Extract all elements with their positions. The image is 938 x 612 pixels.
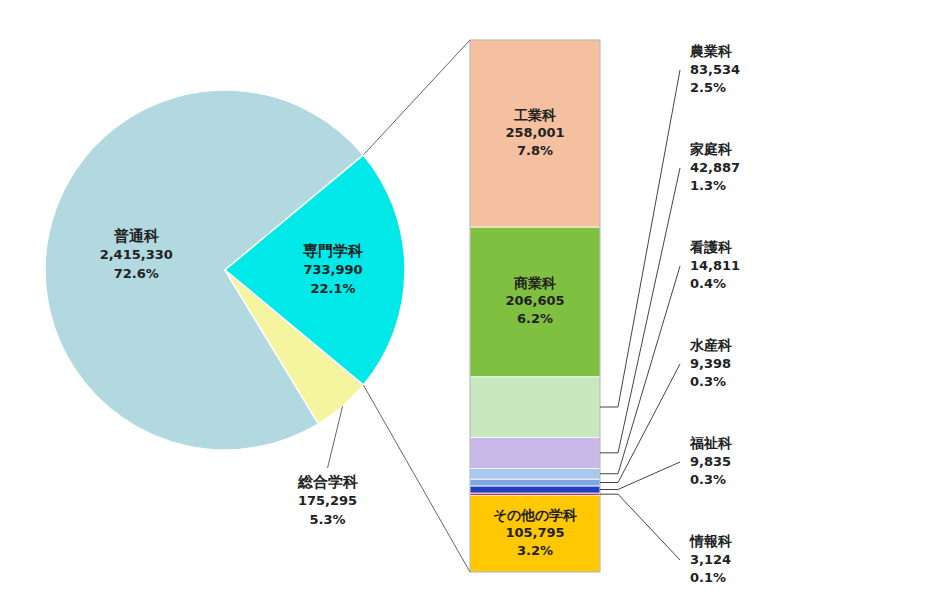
data-label: 0.3% xyxy=(690,374,726,389)
slice-label: 専門学科 xyxy=(302,242,363,260)
link-line xyxy=(363,385,470,572)
chart: 普通科 2,415,330 72.6% 専門学科 733,990 22.1% 総合学科 175… xyxy=(0,0,938,612)
plot-frame xyxy=(470,40,600,572)
data-label: 0.3% xyxy=(690,472,726,487)
data-label: 0.1% xyxy=(690,570,726,585)
data-label: 9,398 xyxy=(690,356,731,371)
data-label: 1.3% xyxy=(690,178,726,193)
slice-label: 普通科 xyxy=(113,227,159,245)
link-line xyxy=(363,40,470,155)
bar-labels: 工業科 258,001 7.8% 商業科 206,605 6.2% その他の学科 105,79… xyxy=(493,43,740,585)
data-label: 9,835 xyxy=(690,454,731,469)
bar-segment xyxy=(470,486,600,493)
data-label: 0.4% xyxy=(690,276,726,291)
data-label: 7.8% xyxy=(517,143,553,158)
segment-label: 情報科 xyxy=(689,533,732,549)
data-label: 2,415,330 xyxy=(100,247,173,262)
connector-line xyxy=(600,168,680,453)
data-label: 3,124 xyxy=(690,552,731,567)
pie-slice xyxy=(45,90,363,450)
slice-label: 総合学科 xyxy=(297,473,358,491)
segment-label: 家庭科 xyxy=(689,141,732,157)
bar-segment xyxy=(470,468,600,479)
data-label: 733,990 xyxy=(303,262,362,277)
data-label: 14,811 xyxy=(690,258,740,273)
connector-line xyxy=(600,70,680,407)
segment-label: 福祉科 xyxy=(689,435,732,451)
data-label: 42,887 xyxy=(690,160,740,175)
data-label: 6.2% xyxy=(517,311,553,326)
background xyxy=(0,0,938,612)
segment-label: 商業科 xyxy=(513,275,556,291)
connector-line xyxy=(600,494,680,560)
segment-label: 水産科 xyxy=(689,337,732,353)
connector-line xyxy=(600,462,680,489)
data-label: 258,001 xyxy=(505,125,564,140)
segment-label: 看護科 xyxy=(689,239,732,255)
leader-line xyxy=(328,406,343,468)
page: {"chart_data": [ {"type": "pie", "catego… xyxy=(0,0,938,612)
data-label: 83,534 xyxy=(690,62,740,77)
stacked-bar xyxy=(470,40,600,572)
bar-segment xyxy=(470,227,600,377)
pie-labels: 普通科 2,415,330 72.6% 専門学科 733,990 22.1% 総合学科 175… xyxy=(100,227,363,527)
pie xyxy=(45,90,405,450)
bar-segment xyxy=(470,479,600,486)
data-label: 22.1% xyxy=(310,281,355,296)
bar-segment xyxy=(470,495,600,572)
connector-line xyxy=(600,364,680,483)
data-label: 105,795 xyxy=(505,525,564,540)
segment-label: 農業科 xyxy=(689,43,732,59)
data-label: 3.2% xyxy=(517,543,553,558)
bar-segment xyxy=(470,40,600,227)
data-label: 206,605 xyxy=(505,293,564,308)
data-label: 175,295 xyxy=(298,493,357,508)
connector-line xyxy=(600,266,680,474)
bar-segment xyxy=(470,377,600,438)
data-label: 2.5% xyxy=(690,80,726,95)
segment-label: その他の学科 xyxy=(493,507,577,523)
pie-slice xyxy=(225,270,363,424)
bar-segment xyxy=(470,437,600,468)
data-label: 72.6% xyxy=(114,266,159,281)
segment-label: 工業科 xyxy=(513,107,556,123)
data-label: 5.3% xyxy=(310,512,346,527)
